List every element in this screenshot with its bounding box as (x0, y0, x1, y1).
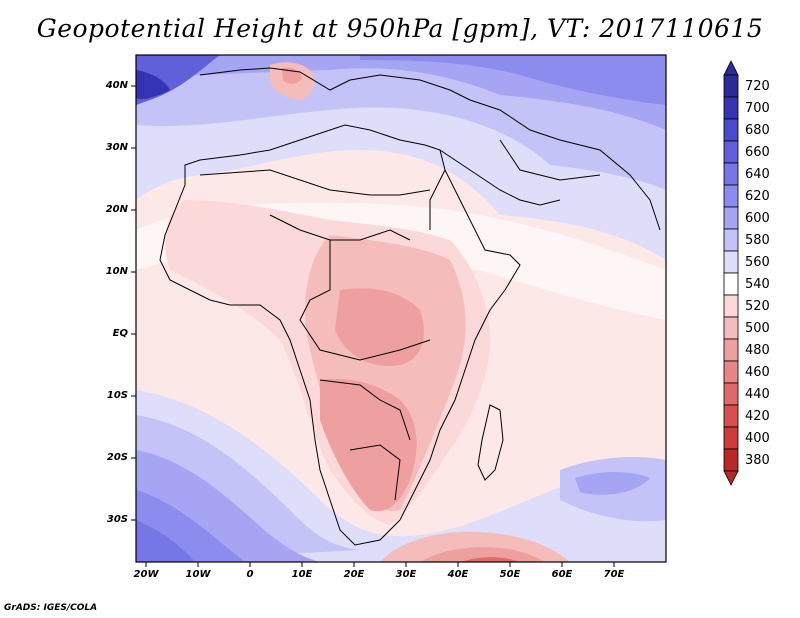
height-field (136, 55, 666, 562)
colorbar-swatch (723, 206, 739, 230)
x-tick-label: 20E (343, 569, 365, 580)
x-tick-label: 50E (499, 569, 521, 580)
colorbar-label: 520 (745, 299, 770, 314)
colorbar-swatch (723, 118, 739, 142)
colorbar-swatch (723, 294, 739, 318)
x-tick-label: 10W (185, 569, 211, 580)
colorbar-swatch (723, 162, 739, 186)
colorbar-label: 600 (745, 211, 770, 226)
y-tick-label: 30N (105, 142, 128, 153)
y-tick-label: 20S (106, 452, 128, 463)
colorbar-label: 560 (745, 255, 770, 270)
map-title: Geopotential Height at 950hPa [gpm], VT:… (36, 14, 764, 43)
colorbar-swatch (723, 360, 739, 384)
colorbar-bottom-arrow (723, 470, 739, 486)
credit-text: GrADS: IGES/COLA (4, 603, 98, 613)
colorbar-swatch (723, 140, 739, 164)
coastlines (159, 67, 661, 546)
colorbar-swatch (723, 184, 739, 208)
colorbar-swatch (723, 448, 739, 472)
colorbar-swatch (723, 404, 739, 428)
y-tick-label: 10S (106, 390, 128, 401)
colorbar-swatch (723, 316, 739, 340)
colorbar-label: 700 (745, 101, 770, 116)
colorbar-swatch (723, 426, 739, 450)
colorbar-label: 480 (745, 343, 770, 358)
colorbar-top-arrow (723, 60, 739, 76)
colorbar-label: 720 (745, 79, 770, 94)
x-tick-label: 0 (246, 569, 254, 580)
y-tick-label: 10N (105, 266, 128, 277)
colorbar-swatch (723, 228, 739, 252)
colorbar-swatch (723, 74, 739, 98)
colorbar-label: 580 (745, 233, 770, 248)
y-tick-label: EQ (112, 328, 128, 339)
x-tick-label: 20W (133, 569, 159, 580)
y-tick-label: 40N (105, 80, 128, 91)
colorbar-label: 540 (745, 277, 770, 292)
colorbar (723, 60, 739, 486)
y-tick-label: 20N (105, 204, 128, 215)
x-tick-label: 10E (291, 569, 313, 580)
axis-ticks (131, 85, 615, 567)
colorbar-label: 660 (745, 145, 770, 160)
colorbar-swatch (723, 272, 739, 296)
colorbar-label: 460 (745, 365, 770, 380)
colorbar-label: 440 (745, 387, 770, 402)
x-tick-label: 30E (395, 569, 417, 580)
x-tick-label: 40E (447, 569, 469, 580)
colorbar-swatch (723, 96, 739, 120)
y-tick-label: 30S (106, 514, 128, 525)
colorbar-swatch (723, 382, 739, 406)
colorbar-label: 420 (745, 409, 770, 424)
colorbar-label: 640 (745, 167, 770, 182)
x-tick-label: 60E (551, 569, 573, 580)
colorbar-label: 500 (745, 321, 770, 336)
colorbar-swatch (723, 250, 739, 274)
colorbar-swatch (723, 338, 739, 362)
colorbar-label: 400 (745, 431, 770, 446)
colorbar-label: 380 (745, 453, 770, 468)
colorbar-label: 620 (745, 189, 770, 204)
colorbar-label: 680 (745, 123, 770, 138)
x-tick-label: 70E (603, 569, 625, 580)
